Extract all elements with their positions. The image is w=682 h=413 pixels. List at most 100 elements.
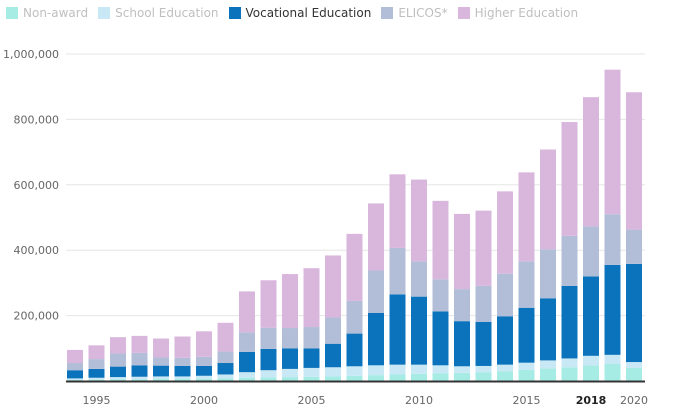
bar-segment-higher-2000[interactable] xyxy=(196,331,212,357)
bar-segment-non-award-2002[interactable] xyxy=(239,377,255,381)
bar-segment-higher-2018[interactable] xyxy=(583,97,599,227)
bar-segment-vocational-2018[interactable] xyxy=(583,276,599,356)
bar-segment-non-award-2011[interactable] xyxy=(432,373,449,381)
bar-segment-non-award-2008[interactable] xyxy=(368,375,384,381)
bar-segment-higher-2001[interactable] xyxy=(217,322,234,352)
bar-segment-school-2000[interactable] xyxy=(196,375,212,379)
bar-segment-school-1999[interactable] xyxy=(174,376,191,380)
bar-segment-higher-2017[interactable] xyxy=(561,122,578,236)
bar-segment-school-2002[interactable] xyxy=(239,372,255,378)
bar-segment-vocational-2014[interactable] xyxy=(497,316,513,365)
bar-segment-vocational-2011[interactable] xyxy=(432,311,449,366)
bar-segment-elicos-1999[interactable] xyxy=(174,357,191,366)
bar-segment-non-award-2014[interactable] xyxy=(497,371,513,381)
bar-segment-school-1997[interactable] xyxy=(131,376,148,380)
bar-segment-vocational-2000[interactable] xyxy=(196,365,212,376)
bar-segment-non-award-1999[interactable] xyxy=(174,379,191,381)
bar-segment-elicos-2009[interactable] xyxy=(389,247,406,295)
bar-segment-elicos-2002[interactable] xyxy=(239,332,255,352)
bar-segment-school-2005[interactable] xyxy=(303,367,320,377)
bar-segment-non-award-2001[interactable] xyxy=(217,378,234,381)
bar-segment-higher-2020[interactable] xyxy=(626,92,642,230)
bar-segment-non-award-2004[interactable] xyxy=(282,377,298,381)
bar-segment-non-award-2006[interactable] xyxy=(325,376,341,381)
bar-segment-non-award-2005[interactable] xyxy=(303,376,320,381)
bar-segment-school-1996[interactable] xyxy=(110,377,126,380)
bar-segment-elicos-1996[interactable] xyxy=(110,353,126,367)
bar-segment-higher-2009[interactable] xyxy=(389,174,406,248)
bar-segment-elicos-2020[interactable] xyxy=(626,229,642,264)
bar-segment-vocational-1997[interactable] xyxy=(131,365,148,377)
bar-segment-higher-2016[interactable] xyxy=(540,149,556,250)
bar-segment-elicos-2004[interactable] xyxy=(282,328,298,349)
bar-segment-school-2003[interactable] xyxy=(260,370,277,378)
bar-segment-elicos-1995[interactable] xyxy=(88,359,105,369)
bar-segment-non-award-1996[interactable] xyxy=(110,379,126,381)
bar-segment-non-award-2000[interactable] xyxy=(196,378,212,381)
bar-segment-higher-1996[interactable] xyxy=(110,337,126,354)
bar-segment-higher-1994[interactable] xyxy=(67,349,83,364)
bar-segment-non-award-1997[interactable] xyxy=(131,379,148,381)
bar-segment-elicos-2000[interactable] xyxy=(196,356,212,366)
bar-segment-higher-2014[interactable] xyxy=(497,191,513,274)
bar-segment-non-award-2019[interactable] xyxy=(604,363,621,381)
bar-segment-school-2012[interactable] xyxy=(454,366,470,373)
bar-segment-elicos-2017[interactable] xyxy=(561,235,578,286)
bar-segment-non-award-1995[interactable] xyxy=(88,379,105,381)
bar-segment-higher-2006[interactable] xyxy=(325,255,341,318)
bar-segment-school-2014[interactable] xyxy=(497,364,513,372)
bar-segment-higher-2007[interactable] xyxy=(346,233,363,301)
bar-segment-vocational-2006[interactable] xyxy=(325,343,341,368)
bar-segment-elicos-2006[interactable] xyxy=(325,317,341,344)
bar-segment-higher-2011[interactable] xyxy=(432,200,449,280)
bar-segment-school-1994[interactable] xyxy=(67,378,83,381)
bar-segment-vocational-1994[interactable] xyxy=(67,370,83,379)
legend-item-school[interactable]: School Education xyxy=(98,6,219,20)
bar-segment-school-2008[interactable] xyxy=(368,365,384,376)
bar-segment-higher-2008[interactable] xyxy=(368,203,384,271)
legend-item-elicos[interactable]: ELICOS* xyxy=(381,6,448,20)
bar-segment-school-2013[interactable] xyxy=(475,365,492,373)
bar-segment-elicos-2015[interactable] xyxy=(518,261,535,308)
bar-segment-vocational-2012[interactable] xyxy=(454,321,470,367)
bar-segment-elicos-2008[interactable] xyxy=(368,270,384,313)
bar-segment-non-award-2018[interactable] xyxy=(583,365,599,381)
bar-segment-school-2020[interactable] xyxy=(626,362,642,368)
bar-segment-higher-2019[interactable] xyxy=(604,69,621,215)
bar-segment-vocational-1998[interactable] xyxy=(153,365,169,377)
bar-segment-vocational-2005[interactable] xyxy=(303,348,320,368)
bar-segment-higher-2004[interactable] xyxy=(282,274,298,329)
bar-segment-school-1995[interactable] xyxy=(88,377,105,380)
legend-item-non-award[interactable]: Non-award xyxy=(6,6,88,20)
bar-segment-non-award-2020[interactable] xyxy=(626,367,642,381)
bar-segment-higher-1997[interactable] xyxy=(131,335,148,353)
bar-segment-non-award-2009[interactable] xyxy=(389,374,406,381)
bar-segment-higher-2003[interactable] xyxy=(260,280,277,328)
bar-segment-vocational-2019[interactable] xyxy=(604,264,621,355)
bar-segment-elicos-2007[interactable] xyxy=(346,300,363,334)
bar-segment-higher-2013[interactable] xyxy=(475,210,492,286)
bar-segment-vocational-2001[interactable] xyxy=(217,363,234,375)
legend-item-higher[interactable]: Higher Education xyxy=(457,6,578,20)
bar-segment-school-2004[interactable] xyxy=(282,368,298,378)
bar-segment-school-2009[interactable] xyxy=(389,364,406,375)
bar-segment-higher-1998[interactable] xyxy=(153,338,169,358)
bar-segment-vocational-2017[interactable] xyxy=(561,285,578,359)
bar-segment-vocational-2015[interactable] xyxy=(518,307,535,363)
bar-segment-elicos-1994[interactable] xyxy=(67,363,83,371)
bar-segment-school-2016[interactable] xyxy=(540,360,556,369)
bar-segment-non-award-2017[interactable] xyxy=(561,367,578,381)
bar-segment-vocational-1996[interactable] xyxy=(110,366,126,378)
bar-segment-elicos-2001[interactable] xyxy=(217,351,234,364)
bar-segment-vocational-2004[interactable] xyxy=(282,348,298,369)
bar-segment-school-1998[interactable] xyxy=(153,376,169,380)
bar-segment-vocational-1999[interactable] xyxy=(174,365,191,377)
bar-segment-vocational-1995[interactable] xyxy=(88,368,105,378)
bar-segment-elicos-2019[interactable] xyxy=(604,214,621,265)
bar-segment-elicos-1998[interactable] xyxy=(153,357,169,366)
bar-segment-higher-2015[interactable] xyxy=(518,172,535,262)
bar-segment-non-award-2013[interactable] xyxy=(475,372,492,381)
bar-segment-vocational-2010[interactable] xyxy=(411,296,427,365)
bar-segment-higher-1999[interactable] xyxy=(174,336,191,358)
bar-segment-non-award-2015[interactable] xyxy=(518,369,535,381)
